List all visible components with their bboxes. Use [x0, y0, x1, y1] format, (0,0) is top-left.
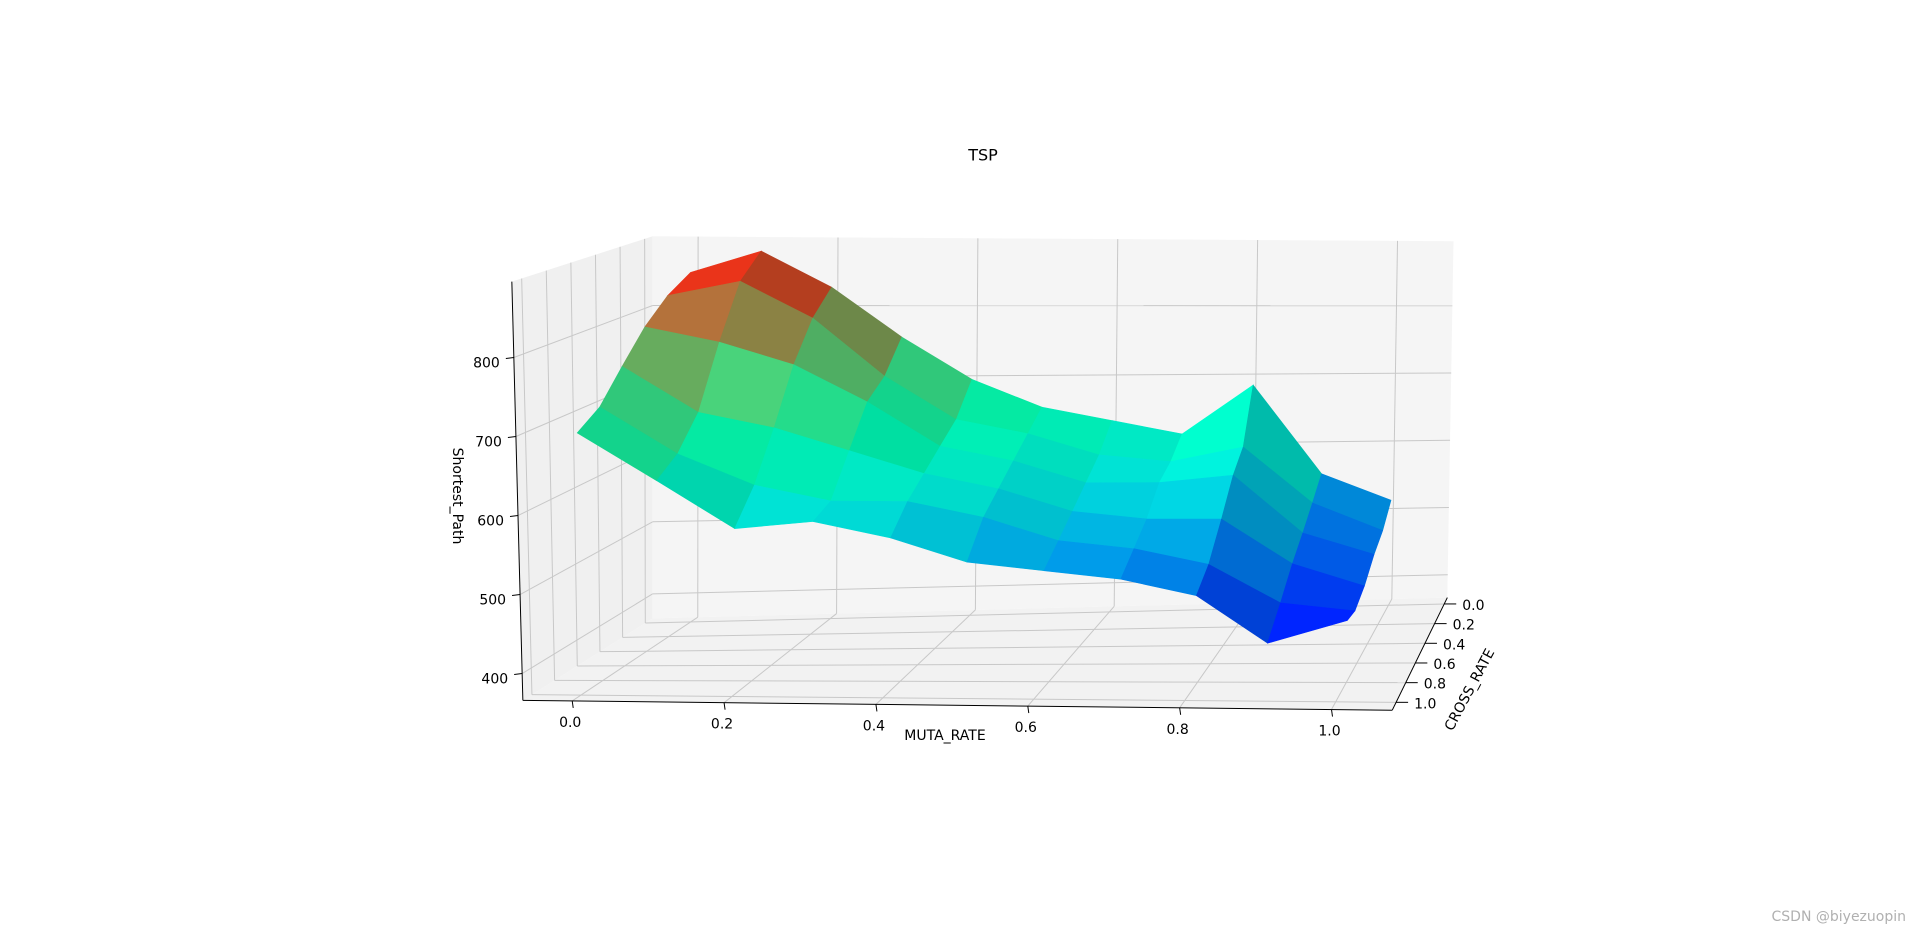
z-tick [505, 356, 514, 359]
grid-line [554, 679, 1406, 684]
left-pane [511, 236, 653, 701]
z-tick [509, 515, 519, 518]
y-tick-label: 0.6 [1433, 657, 1455, 673]
z-tick [514, 673, 523, 676]
watermark: CSDN @biyezuopin [1772, 909, 1906, 925]
z-tick [512, 594, 521, 597]
z-tick-label: 500 [479, 593, 506, 609]
x-tick-label: 0.4 [863, 718, 885, 734]
grid-line [531, 694, 1397, 703]
z-axis-line [511, 281, 524, 701]
x-tick [571, 700, 574, 709]
grid-line [599, 642, 1425, 653]
grid-line [875, 609, 976, 705]
x-tick-label: 0.2 [711, 717, 733, 733]
grid-line [545, 270, 556, 681]
grid-line [521, 593, 653, 674]
x-axis-label: MUTA_RATE [904, 728, 985, 744]
grid-line [1391, 240, 1399, 600]
grid-line [577, 662, 1416, 667]
y-axis-line [1391, 597, 1448, 711]
y-tick-label: 1.0 [1414, 696, 1436, 712]
z-tick [507, 436, 516, 438]
y-tick-label: 0.0 [1462, 598, 1484, 614]
x-tick [1179, 707, 1182, 715]
grid-line [513, 305, 653, 358]
axes: 0.0 0.2 0.4 0.6 0.8 1.0 0.0 0.2 0.4 0.6 0.8 1.0 400 5… [473, 281, 1484, 740]
surface [576, 250, 1392, 644]
grid-line [594, 254, 601, 652]
chart-title: TSP [967, 146, 998, 165]
grid-line [1331, 598, 1393, 710]
z-tick-label: 600 [477, 514, 504, 530]
grid-line [570, 262, 578, 667]
y-tick-label: 0.4 [1443, 637, 1465, 653]
grid-line [571, 616, 699, 702]
x-tick-label: 1.0 [1318, 724, 1340, 740]
x-axis-line [522, 699, 1393, 711]
surface-facet [1267, 602, 1356, 644]
x-tick [1331, 709, 1333, 717]
x-tick-label: 0.6 [1015, 720, 1037, 736]
z-tick-label: 800 [473, 355, 500, 371]
grid-line [519, 521, 653, 595]
z-tick-label: 400 [481, 672, 508, 688]
x-tick [1027, 706, 1030, 714]
x-tick [875, 704, 878, 712]
z-tick-label: 700 [475, 435, 502, 451]
grid-line [1027, 605, 1115, 707]
grid-line [723, 613, 837, 704]
x-tick-label: 0.8 [1167, 722, 1189, 738]
grid-line [521, 278, 533, 695]
y-tick-label: 0.2 [1453, 618, 1475, 634]
x-tick [723, 702, 726, 710]
y-tick-label: 0.8 [1424, 677, 1446, 693]
z-axis-label: Shortest_Path [449, 448, 465, 545]
x-tick-label: 0.0 [559, 715, 581, 731]
